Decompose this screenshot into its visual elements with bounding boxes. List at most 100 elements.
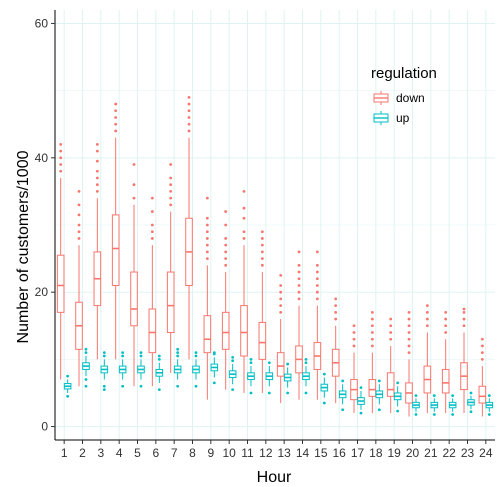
outlier-point <box>267 391 271 395</box>
outlier-point <box>297 290 301 294</box>
box-body <box>240 305 248 357</box>
x-tick-label: 1 <box>61 446 68 460</box>
box-up-16 <box>338 379 347 412</box>
outlier-point <box>432 394 436 398</box>
outlier-point <box>341 379 345 383</box>
outlier-point <box>84 347 88 351</box>
outlier-point <box>315 270 319 274</box>
x-tick-label: 5 <box>134 446 141 460</box>
outlier-point <box>176 351 180 355</box>
outlier-point <box>205 230 209 234</box>
box-down-7 <box>166 163 175 373</box>
x-tick-label: 14 <box>296 446 310 460</box>
outlier-point <box>59 169 63 173</box>
outlier-point <box>187 109 191 113</box>
outlier-point <box>414 413 418 416</box>
box-up-7 <box>173 347 182 388</box>
outlier-point <box>315 284 319 287</box>
outlier-point <box>176 347 180 351</box>
box-down-15 <box>313 250 322 400</box>
outlier-point <box>334 310 338 314</box>
box-up-21 <box>430 394 439 416</box>
box-body <box>221 311 230 350</box>
outlier-point <box>212 381 216 385</box>
outlier-point <box>370 310 374 314</box>
outlier-point <box>462 310 466 314</box>
y-tick-label: 20 <box>35 285 49 299</box>
box-up-13 <box>283 362 292 395</box>
box-down-8 <box>185 95 193 360</box>
x-tick-label: 12 <box>259 446 273 460</box>
box-up-11 <box>247 357 255 395</box>
outlier-point <box>297 263 301 267</box>
outlier-point <box>77 237 81 240</box>
box-up-5 <box>137 351 145 388</box>
outlier-point <box>224 237 228 240</box>
outlier-point <box>480 337 484 341</box>
outlier-point <box>77 213 81 217</box>
outlier-point <box>249 357 253 361</box>
outlier-point <box>352 344 356 348</box>
outlier-point <box>139 384 143 388</box>
outlier-point <box>407 337 411 341</box>
outlier-point <box>84 351 88 355</box>
outlier-point <box>370 344 374 348</box>
outlier-point <box>462 317 466 321</box>
outlier-point <box>396 381 400 385</box>
legend: regulation down up <box>371 65 437 125</box>
outlier-point <box>187 95 191 99</box>
outlier-point <box>286 391 290 395</box>
outlier-point <box>84 384 88 388</box>
box-down-5 <box>130 163 138 387</box>
outlier-point <box>150 210 154 213</box>
box-body <box>368 379 377 397</box>
outlier-point <box>286 362 290 366</box>
outlier-point <box>425 310 429 314</box>
outlier-point <box>279 284 283 287</box>
box-down-13 <box>276 273 285 404</box>
outlier-point <box>322 372 326 376</box>
box-body <box>258 321 267 360</box>
outlier-point <box>260 237 264 240</box>
outlier-point <box>279 304 283 308</box>
outlier-point <box>169 183 173 187</box>
outlier-point <box>224 210 228 213</box>
legend-item-down: down <box>373 91 425 105</box>
outlier-point <box>59 163 63 166</box>
outlier-point <box>352 331 356 334</box>
box-up-20 <box>412 394 420 416</box>
outlier-point <box>370 317 374 321</box>
box-down-1 <box>56 142 65 380</box>
box-down-2 <box>75 190 83 387</box>
outlier-point <box>279 310 283 314</box>
outlier-point <box>205 237 209 240</box>
outlier-point <box>169 203 173 207</box>
x-tick-label: 10 <box>222 446 236 460</box>
outlier-point <box>102 354 106 358</box>
outlier-point <box>425 317 429 321</box>
outlier-point <box>187 122 191 126</box>
outlier-point <box>224 243 228 247</box>
outlier-point <box>84 378 88 381</box>
outlier-point <box>260 243 264 247</box>
outlier-point <box>297 270 301 274</box>
outlier-point <box>224 223 228 227</box>
x-tick-label: 21 <box>424 446 438 460</box>
box-body <box>276 352 285 377</box>
outlier-point <box>95 149 99 153</box>
box-down-9 <box>203 196 212 400</box>
outlier-point <box>279 290 283 294</box>
outlier-point <box>77 230 81 234</box>
outlier-point <box>480 357 484 361</box>
box-down-22 <box>441 310 450 414</box>
outlier-point <box>260 250 264 254</box>
x-tick-label: 7 <box>171 446 178 460</box>
outlier-point <box>407 317 411 321</box>
outlier-point <box>359 411 363 415</box>
outlier-point <box>231 388 235 392</box>
outlier-point <box>95 159 99 163</box>
box-up-18 <box>375 379 384 412</box>
box-up-14 <box>302 357 310 395</box>
outlier-point <box>194 354 198 358</box>
x-tick-label: 24 <box>479 446 493 460</box>
